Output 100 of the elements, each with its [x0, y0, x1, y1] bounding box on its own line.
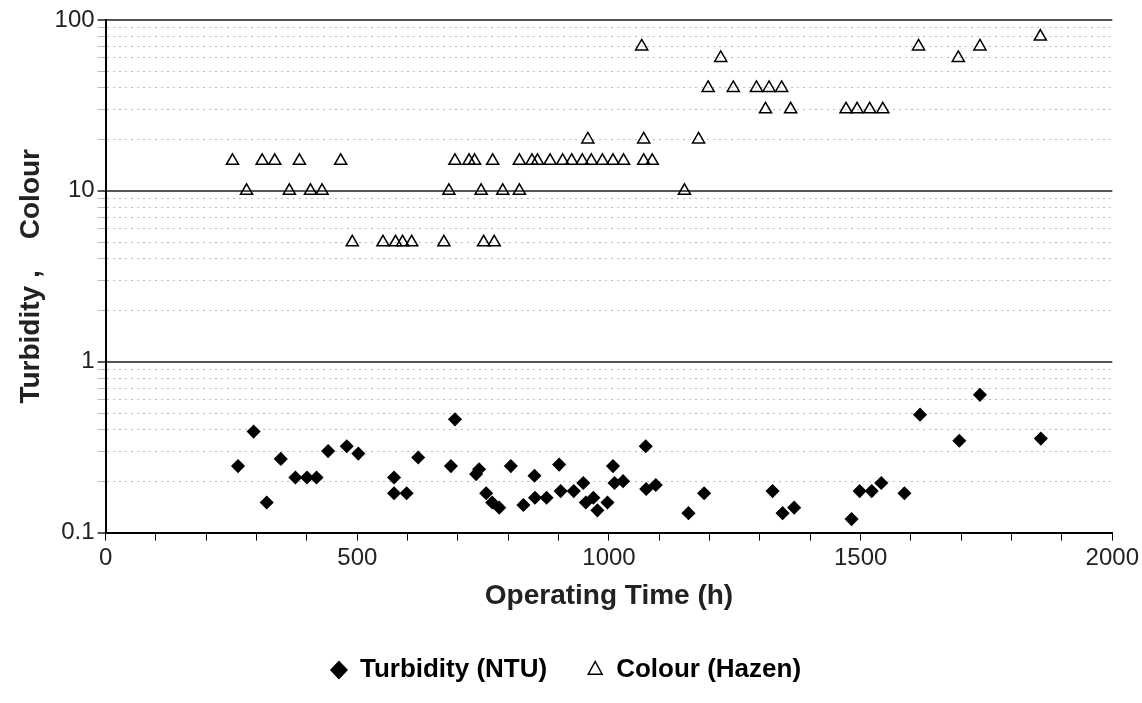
point	[512, 183, 527, 196]
point	[590, 503, 605, 518]
point	[586, 490, 601, 505]
point	[376, 234, 390, 247]
point	[862, 101, 877, 114]
point	[844, 512, 859, 526]
point	[462, 153, 476, 166]
point	[1033, 28, 1048, 41]
point	[267, 153, 282, 166]
point	[1034, 431, 1048, 446]
point	[638, 439, 653, 454]
point	[606, 459, 620, 473]
x-tick-label: 1000	[582, 542, 636, 570]
point	[239, 183, 254, 196]
point	[387, 470, 401, 485]
point	[333, 153, 348, 166]
point	[726, 80, 741, 93]
point	[564, 153, 579, 166]
point	[474, 183, 488, 196]
point	[512, 153, 527, 166]
point	[973, 388, 987, 402]
point	[259, 495, 274, 510]
point	[303, 183, 318, 196]
point	[388, 234, 403, 247]
point	[487, 234, 502, 247]
point	[639, 482, 653, 496]
point	[321, 444, 335, 458]
point	[530, 153, 545, 166]
point	[875, 101, 890, 114]
point	[292, 153, 307, 166]
point	[442, 183, 456, 196]
point	[504, 459, 518, 473]
point	[775, 506, 790, 520]
point	[897, 486, 912, 500]
point	[387, 486, 401, 500]
point	[634, 38, 649, 51]
point	[584, 153, 599, 166]
point	[527, 469, 542, 483]
point	[448, 412, 462, 427]
y-tick-label: 100	[54, 4, 95, 32]
point	[606, 153, 620, 166]
point	[749, 80, 764, 93]
point	[246, 424, 261, 439]
point	[681, 506, 696, 520]
point	[581, 131, 595, 144]
point	[864, 484, 879, 498]
point	[395, 234, 410, 247]
x-axis-title: Operating Time (h)	[484, 578, 734, 610]
legend-label: Turbidity (NTU)	[359, 653, 548, 684]
point	[225, 153, 240, 166]
legend-label: Colour (Hazen)	[616, 653, 802, 684]
point	[315, 183, 329, 196]
point	[467, 153, 482, 166]
point	[231, 459, 245, 473]
point	[691, 131, 706, 144]
point	[485, 153, 500, 166]
point	[649, 478, 663, 492]
point	[479, 486, 493, 500]
point	[288, 470, 303, 485]
point	[444, 459, 458, 473]
point	[579, 495, 593, 510]
point	[636, 153, 651, 166]
point	[852, 484, 867, 498]
point	[787, 500, 801, 515]
point	[701, 80, 715, 93]
point	[339, 439, 354, 454]
point	[345, 234, 360, 247]
point	[765, 484, 780, 498]
point	[553, 484, 568, 498]
point	[309, 470, 324, 485]
point	[528, 490, 542, 505]
y-axis-title: Turbidity , Colour	[13, 148, 45, 404]
x-tick-label: 0	[98, 542, 113, 570]
point	[566, 484, 581, 498]
point	[448, 153, 462, 166]
point	[404, 234, 419, 247]
y-tick-label: 10	[67, 175, 95, 203]
point	[495, 183, 510, 196]
point	[274, 452, 288, 466]
x-tick-label: 500	[337, 542, 378, 570]
point	[555, 153, 570, 166]
point	[600, 495, 615, 510]
point	[952, 433, 967, 448]
point	[913, 407, 927, 422]
point	[437, 234, 451, 247]
point	[677, 183, 692, 196]
point	[399, 486, 414, 500]
point	[411, 450, 425, 465]
y-tick-label: 1	[81, 346, 95, 374]
point	[774, 80, 789, 93]
point	[874, 476, 889, 490]
point	[255, 153, 269, 166]
point	[476, 234, 491, 247]
x-tick-label: 2000	[1085, 542, 1139, 570]
point	[973, 38, 987, 51]
point	[636, 131, 651, 144]
point	[300, 470, 314, 485]
point	[595, 153, 610, 166]
point	[762, 80, 776, 93]
point	[525, 153, 539, 166]
